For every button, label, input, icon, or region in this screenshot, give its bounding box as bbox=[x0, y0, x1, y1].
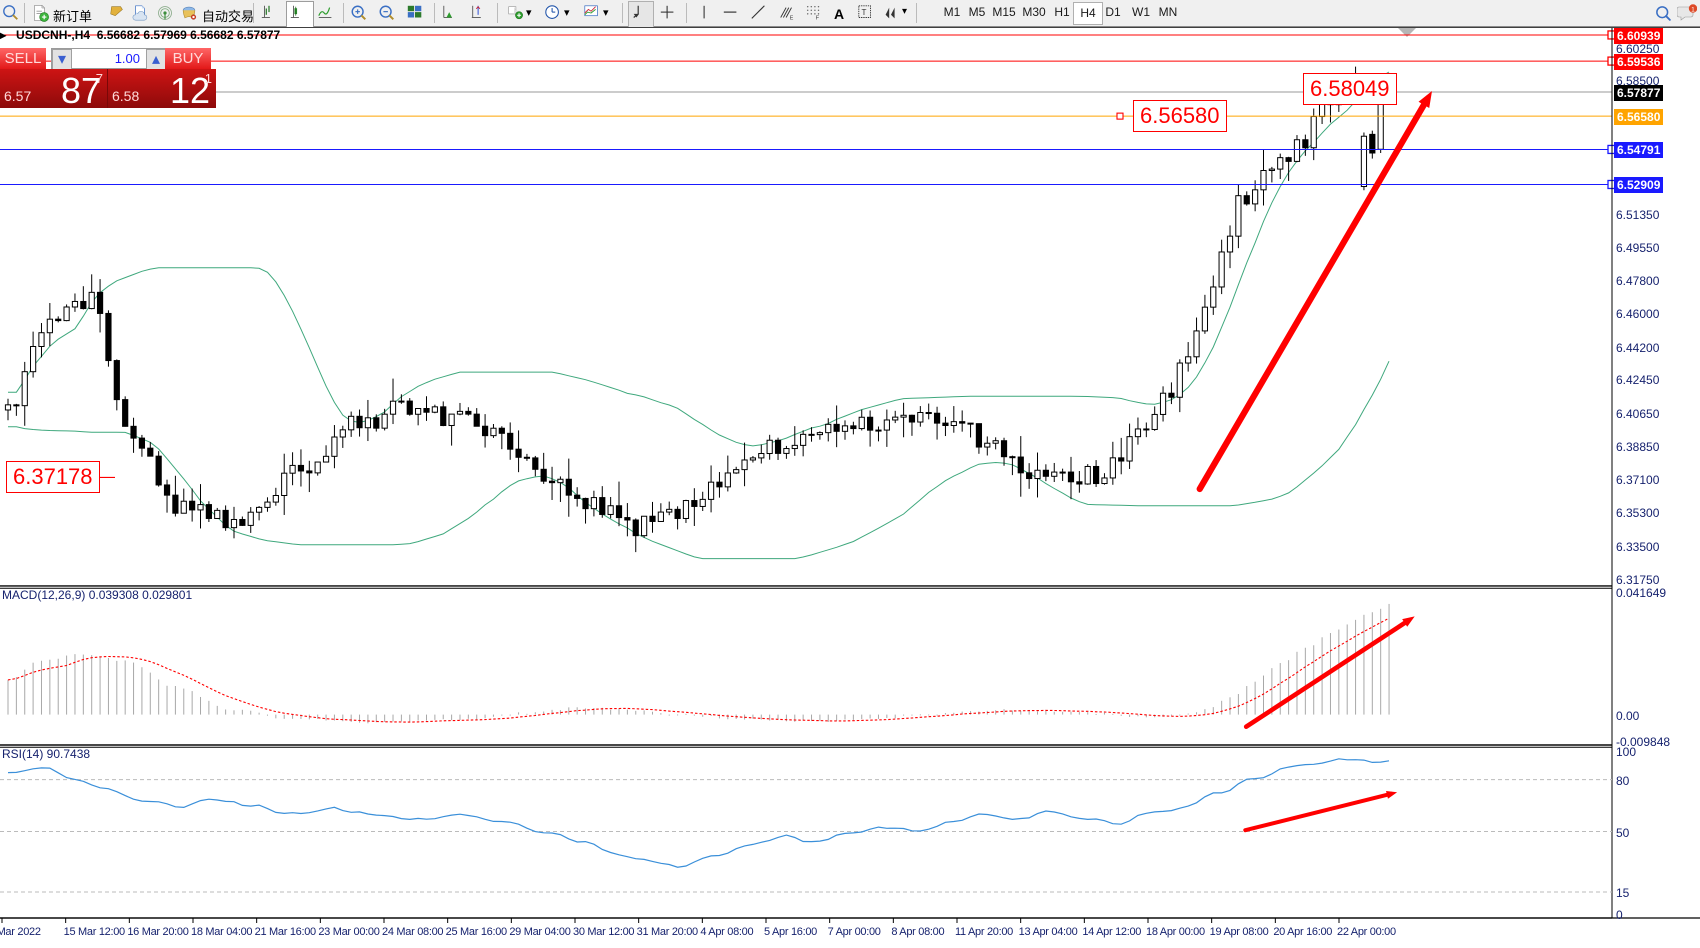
svg-text:E: E bbox=[790, 15, 794, 21]
svg-text:F: F bbox=[816, 15, 820, 21]
svg-text:1: 1 bbox=[1691, 6, 1695, 13]
svg-text:T: T bbox=[862, 8, 867, 17]
